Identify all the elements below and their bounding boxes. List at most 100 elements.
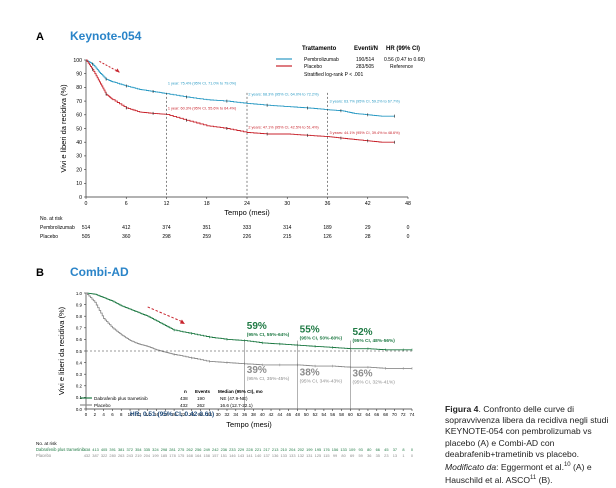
at-risk-value: 59 <box>359 453 363 458</box>
at-risk-value: 219 <box>135 453 142 458</box>
caption-source-mid: (A) e Hauschild et al. ASCO <box>445 461 592 485</box>
at-risk-value: 36 <box>367 453 371 458</box>
at-risk-value: 168 <box>186 453 193 458</box>
at-risk-value: 164 <box>195 453 202 458</box>
at-risk-value: 35 <box>376 453 380 458</box>
at-risk-value: 137 <box>263 453 270 458</box>
chart-b-x-tick-label: 46 <box>286 412 291 417</box>
chart-b-x-tick-label: 14 <box>145 412 150 417</box>
at-risk-value: 28 <box>365 234 371 240</box>
at-risk-value: 13 <box>393 453 397 458</box>
at-risk-value: 199 <box>152 453 159 458</box>
annotation-b-ci: (95% CI, 34%-43%) <box>300 378 343 384</box>
panel-b-letter: B <box>36 267 44 279</box>
chart-b-x-tick-label: 0 <box>85 412 88 417</box>
at-risk-value: 259 <box>203 234 212 240</box>
chart-b-y-tick-label: 0.2 <box>76 384 83 389</box>
at-risk-value: 80 <box>341 453 346 458</box>
chart-b-x-tick-label: 38 <box>251 412 256 417</box>
at-risk-value: 143 <box>238 453 245 458</box>
caption-source-label: Modificato da <box>445 461 497 472</box>
annotation-b-ci: (95% CI, 48%-56%) <box>353 338 396 344</box>
at-risk-value: 298 <box>161 447 168 452</box>
at-risk-value: 374 <box>162 225 171 231</box>
legend-hr-placebo: Reference <box>390 64 413 70</box>
at-risk-value: 157 <box>212 453 219 458</box>
chart-b-x-tick-label: 42 <box>269 412 274 417</box>
panel-b-title: Combi-AD <box>70 265 129 279</box>
at-risk-value: 263 <box>118 453 125 458</box>
chart-a-x-tick-label: 24 <box>244 201 250 207</box>
panel-a: A Keynote-054 Trattamento Eventi/N HR (9… <box>36 29 425 240</box>
chart-b-x-tick-label: 68 <box>383 412 388 417</box>
chart-b-x-tick-label: 6 <box>111 412 114 417</box>
at-risk-value: 0 <box>407 234 410 240</box>
chart-b-x-tick-label: 44 <box>277 412 282 417</box>
at-risk-value: 360 <box>122 234 131 240</box>
legend-b-median-dt: NE (47.9-NE) <box>220 396 248 401</box>
chart-b-x-tick-label: 28 <box>207 412 212 417</box>
at-risk-label-a: No. at risk <box>40 216 63 222</box>
legend-name-placebo: Placebo <box>304 64 322 70</box>
chart-a-y-tick-label: 40 <box>76 140 82 146</box>
chart-b-x-tick-label: 72 <box>401 412 406 417</box>
at-risk-value: 115 <box>323 453 329 458</box>
at-risk-value: 381 <box>118 447 125 452</box>
chart-a-x-tick-label: 30 <box>284 201 290 207</box>
legend-b-header-median: Median (95% CI), mo <box>218 389 263 394</box>
annotation-b-value: 39% <box>247 365 267 376</box>
legend-header-hr: HR (99% CI) <box>386 46 420 52</box>
chart-b-x-tick-label: 24 <box>189 412 194 417</box>
at-risk-name-b-placebo: Placebo <box>36 453 52 458</box>
legend-events-pembrolizumab: 190/514 <box>356 57 374 63</box>
at-risk-name-a-placebo: Placebo <box>40 234 58 240</box>
annotation-b-ci: (95% CI, 32%-41%) <box>353 380 396 386</box>
legend-b-events-placebo: 262 <box>197 403 205 408</box>
at-risk-value: 136 <box>272 453 279 458</box>
annotation-b-value: 55% <box>300 324 320 335</box>
annotation-a: 2 years: 47.1% (95% CI, 42.5% to 51.4%) <box>248 126 319 130</box>
at-risk-value: 249 <box>203 447 210 452</box>
at-risk-value: 275 <box>178 447 185 452</box>
chart-a-x-tick-label: 0 <box>85 201 88 207</box>
chart-b-y-tick-label: 0.8 <box>76 314 83 319</box>
at-risk-value: 195 <box>315 447 322 452</box>
at-risk-value: 405 <box>101 447 108 452</box>
chart-b-x-tick-label: 54 <box>321 412 326 417</box>
at-risk-value: 412 <box>122 225 131 231</box>
at-risk-value: 215 <box>283 234 292 240</box>
chart-a-y-tick-label: 100 <box>73 58 82 64</box>
annotation-b-value: 52% <box>353 327 373 338</box>
figure-caption: Figura 4. Confronto delle curve di sopra… <box>445 404 611 486</box>
at-risk-value: 217 <box>263 447 270 452</box>
annotation-b-ci: (95% CI, 35%-45%) <box>247 376 290 382</box>
chart-a-y-tick-label: 80 <box>76 85 82 91</box>
chart-b-x-tick-label: 26 <box>198 412 203 417</box>
series-line-pembrolizumab <box>86 59 395 117</box>
at-risk-value: 175 <box>178 453 185 458</box>
at-risk-value: 262 <box>186 447 193 452</box>
at-risk-value: 131 <box>306 453 313 458</box>
trend-arrow-head <box>179 319 185 324</box>
chart-b-x-tick-label: 34 <box>233 412 238 417</box>
legend-b-name-dt: Dabrafenib plus trametinib <box>94 396 148 401</box>
legend-b-header-events: Events <box>195 389 211 394</box>
chart-b-x-axis-label: Tempo (mesi) <box>226 420 272 429</box>
at-risk-name-a-pembro: Pembrolizumab <box>40 225 75 231</box>
at-risk-value: 226 <box>243 234 252 240</box>
panel-a-at-risk: No. at risk Pembrolizumab Placebo 514 412… <box>40 216 410 240</box>
at-risk-value: 233 <box>229 447 236 452</box>
at-risk-value: 335 <box>144 447 151 452</box>
at-risk-value: 204 <box>289 447 296 452</box>
legend-b-median-placebo: 16.6 (12.7-22.1) <box>220 403 253 408</box>
at-risk-value: 202 <box>298 447 305 452</box>
at-risk-value: 140 <box>255 453 262 458</box>
annotation-a: 3 years: 44.1% (95% CI, 39.4% to 48.6%) <box>330 131 401 135</box>
caption-label: Figura 4 <box>445 404 479 414</box>
at-risk-value: 204 <box>144 453 151 458</box>
caption-source-end: (B). <box>536 474 553 485</box>
at-risk-value: 221 <box>255 447 262 452</box>
chart-a-y-tick-label: 70 <box>76 99 82 105</box>
panel-b-at-risk: No. at risk Dabrafenib plus trametinib P… <box>36 441 414 458</box>
